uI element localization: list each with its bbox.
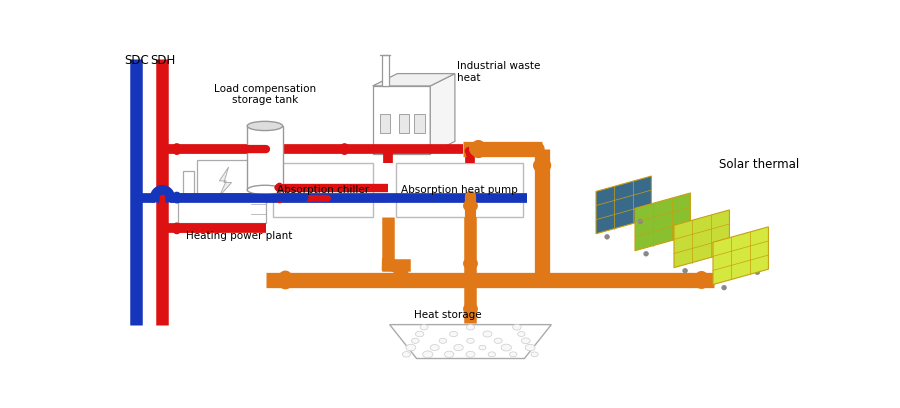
Polygon shape (713, 227, 769, 285)
Ellipse shape (494, 338, 502, 344)
Ellipse shape (488, 352, 496, 357)
Ellipse shape (513, 324, 521, 330)
Ellipse shape (248, 185, 283, 195)
Polygon shape (430, 73, 454, 154)
Bar (373, 86, 430, 154)
Ellipse shape (450, 331, 457, 337)
Text: Solar thermal: Solar thermal (719, 158, 799, 171)
Ellipse shape (722, 285, 726, 290)
Ellipse shape (439, 338, 446, 343)
Ellipse shape (526, 344, 536, 351)
Ellipse shape (402, 352, 410, 357)
Bar (396, 163, 523, 217)
Polygon shape (674, 210, 729, 268)
Ellipse shape (683, 268, 688, 273)
Ellipse shape (521, 338, 530, 344)
Ellipse shape (677, 236, 681, 241)
Text: SDC: SDC (124, 53, 148, 67)
Ellipse shape (466, 351, 475, 357)
Polygon shape (220, 167, 231, 196)
Polygon shape (373, 73, 454, 86)
Ellipse shape (509, 352, 517, 357)
Ellipse shape (638, 219, 643, 224)
Bar (380, 114, 390, 133)
Ellipse shape (467, 338, 474, 343)
Ellipse shape (430, 345, 439, 350)
Bar (184, 171, 194, 195)
Ellipse shape (411, 338, 419, 344)
Ellipse shape (466, 324, 474, 330)
Ellipse shape (501, 344, 511, 351)
Polygon shape (596, 176, 652, 234)
Ellipse shape (479, 345, 486, 350)
Text: SDH: SDH (150, 53, 176, 67)
Text: Heat storage: Heat storage (414, 310, 482, 320)
Ellipse shape (531, 352, 538, 357)
Ellipse shape (406, 344, 416, 351)
Ellipse shape (445, 351, 454, 357)
Bar (399, 114, 409, 133)
Bar (382, 55, 389, 86)
Ellipse shape (644, 251, 648, 256)
Text: Industrial waste
heat: Industrial waste heat (457, 61, 541, 83)
Ellipse shape (416, 331, 424, 337)
Ellipse shape (755, 270, 760, 275)
Ellipse shape (420, 325, 428, 330)
Bar (273, 163, 373, 217)
Ellipse shape (454, 344, 464, 351)
Bar (248, 126, 283, 190)
Ellipse shape (423, 351, 433, 358)
Polygon shape (635, 193, 690, 251)
Polygon shape (390, 325, 552, 359)
Text: Load compensation
storage tank: Load compensation storage tank (214, 84, 316, 105)
Text: Absorption chiller: Absorption chiller (276, 185, 369, 195)
Text: Absorption heat pump: Absorption heat pump (401, 185, 518, 195)
Ellipse shape (248, 121, 283, 131)
Bar (414, 114, 425, 133)
Ellipse shape (518, 332, 525, 337)
Ellipse shape (716, 253, 721, 257)
Ellipse shape (483, 331, 492, 337)
Ellipse shape (605, 235, 609, 239)
Text: Heating power plant: Heating power plant (185, 231, 292, 241)
Polygon shape (178, 160, 266, 223)
